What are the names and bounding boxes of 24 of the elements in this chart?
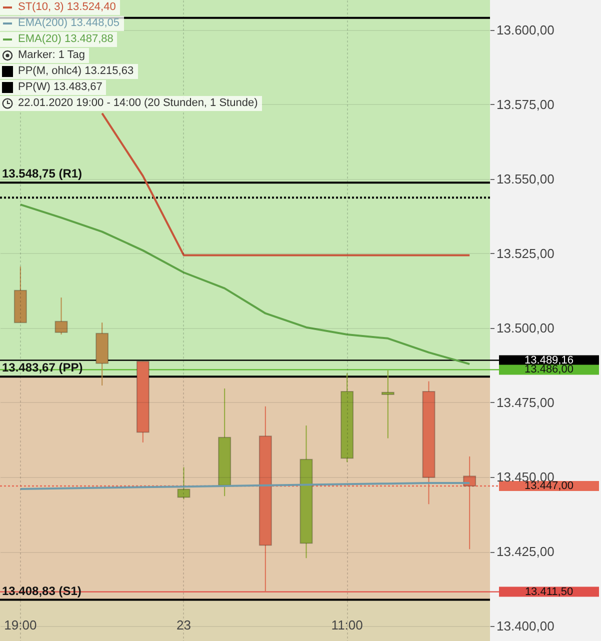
y-tick-label: 13.575,00 [496, 96, 554, 112]
y-tick-label: 13.425,00 [496, 544, 554, 560]
annotation: Marker: 1 Tag [18, 48, 86, 63]
x-tick-label: 23 [176, 618, 191, 632]
candlestick [177, 466, 190, 500]
y-tick-label: 13.525,00 [496, 246, 554, 261]
ref-line-label: 13.411,50 [524, 586, 574, 598]
candlestick [54, 297, 68, 336]
annotation: 22.01.2020 19:00 - 14:00 (20 Stunden, 1 Stunde) [18, 96, 258, 111]
ref-line-label: 13.489,16 [524, 354, 574, 366]
x-tick-label: 11:00 [331, 618, 363, 632]
y-tick-label: 13.600,00 [496, 22, 554, 38]
x-tick-label: 19:00 [4, 618, 37, 632]
ref-line-label: 13.486,00 [524, 364, 574, 376]
y-tick-label: 13.500,00 [496, 320, 554, 336]
y-tick-label: 13.550,00 [496, 171, 554, 186]
legend-label: EMA(200) 13.448,05 [18, 16, 120, 31]
annotation: PP(W) 13.483,67 [18, 80, 102, 95]
ref-line-label: 13.548,75 (R1) [2, 166, 82, 181]
legend-label: EMA(20) 13.487,88 [18, 32, 114, 47]
annotation: PP(M, ohlc4) 13.215,63 [18, 64, 134, 79]
legend-label: ST(10, 3) 13.524,40 [18, 0, 116, 15]
y-tick-label: 13.400,00 [496, 618, 554, 634]
y-tick-label: 13.475,00 [496, 394, 554, 410]
